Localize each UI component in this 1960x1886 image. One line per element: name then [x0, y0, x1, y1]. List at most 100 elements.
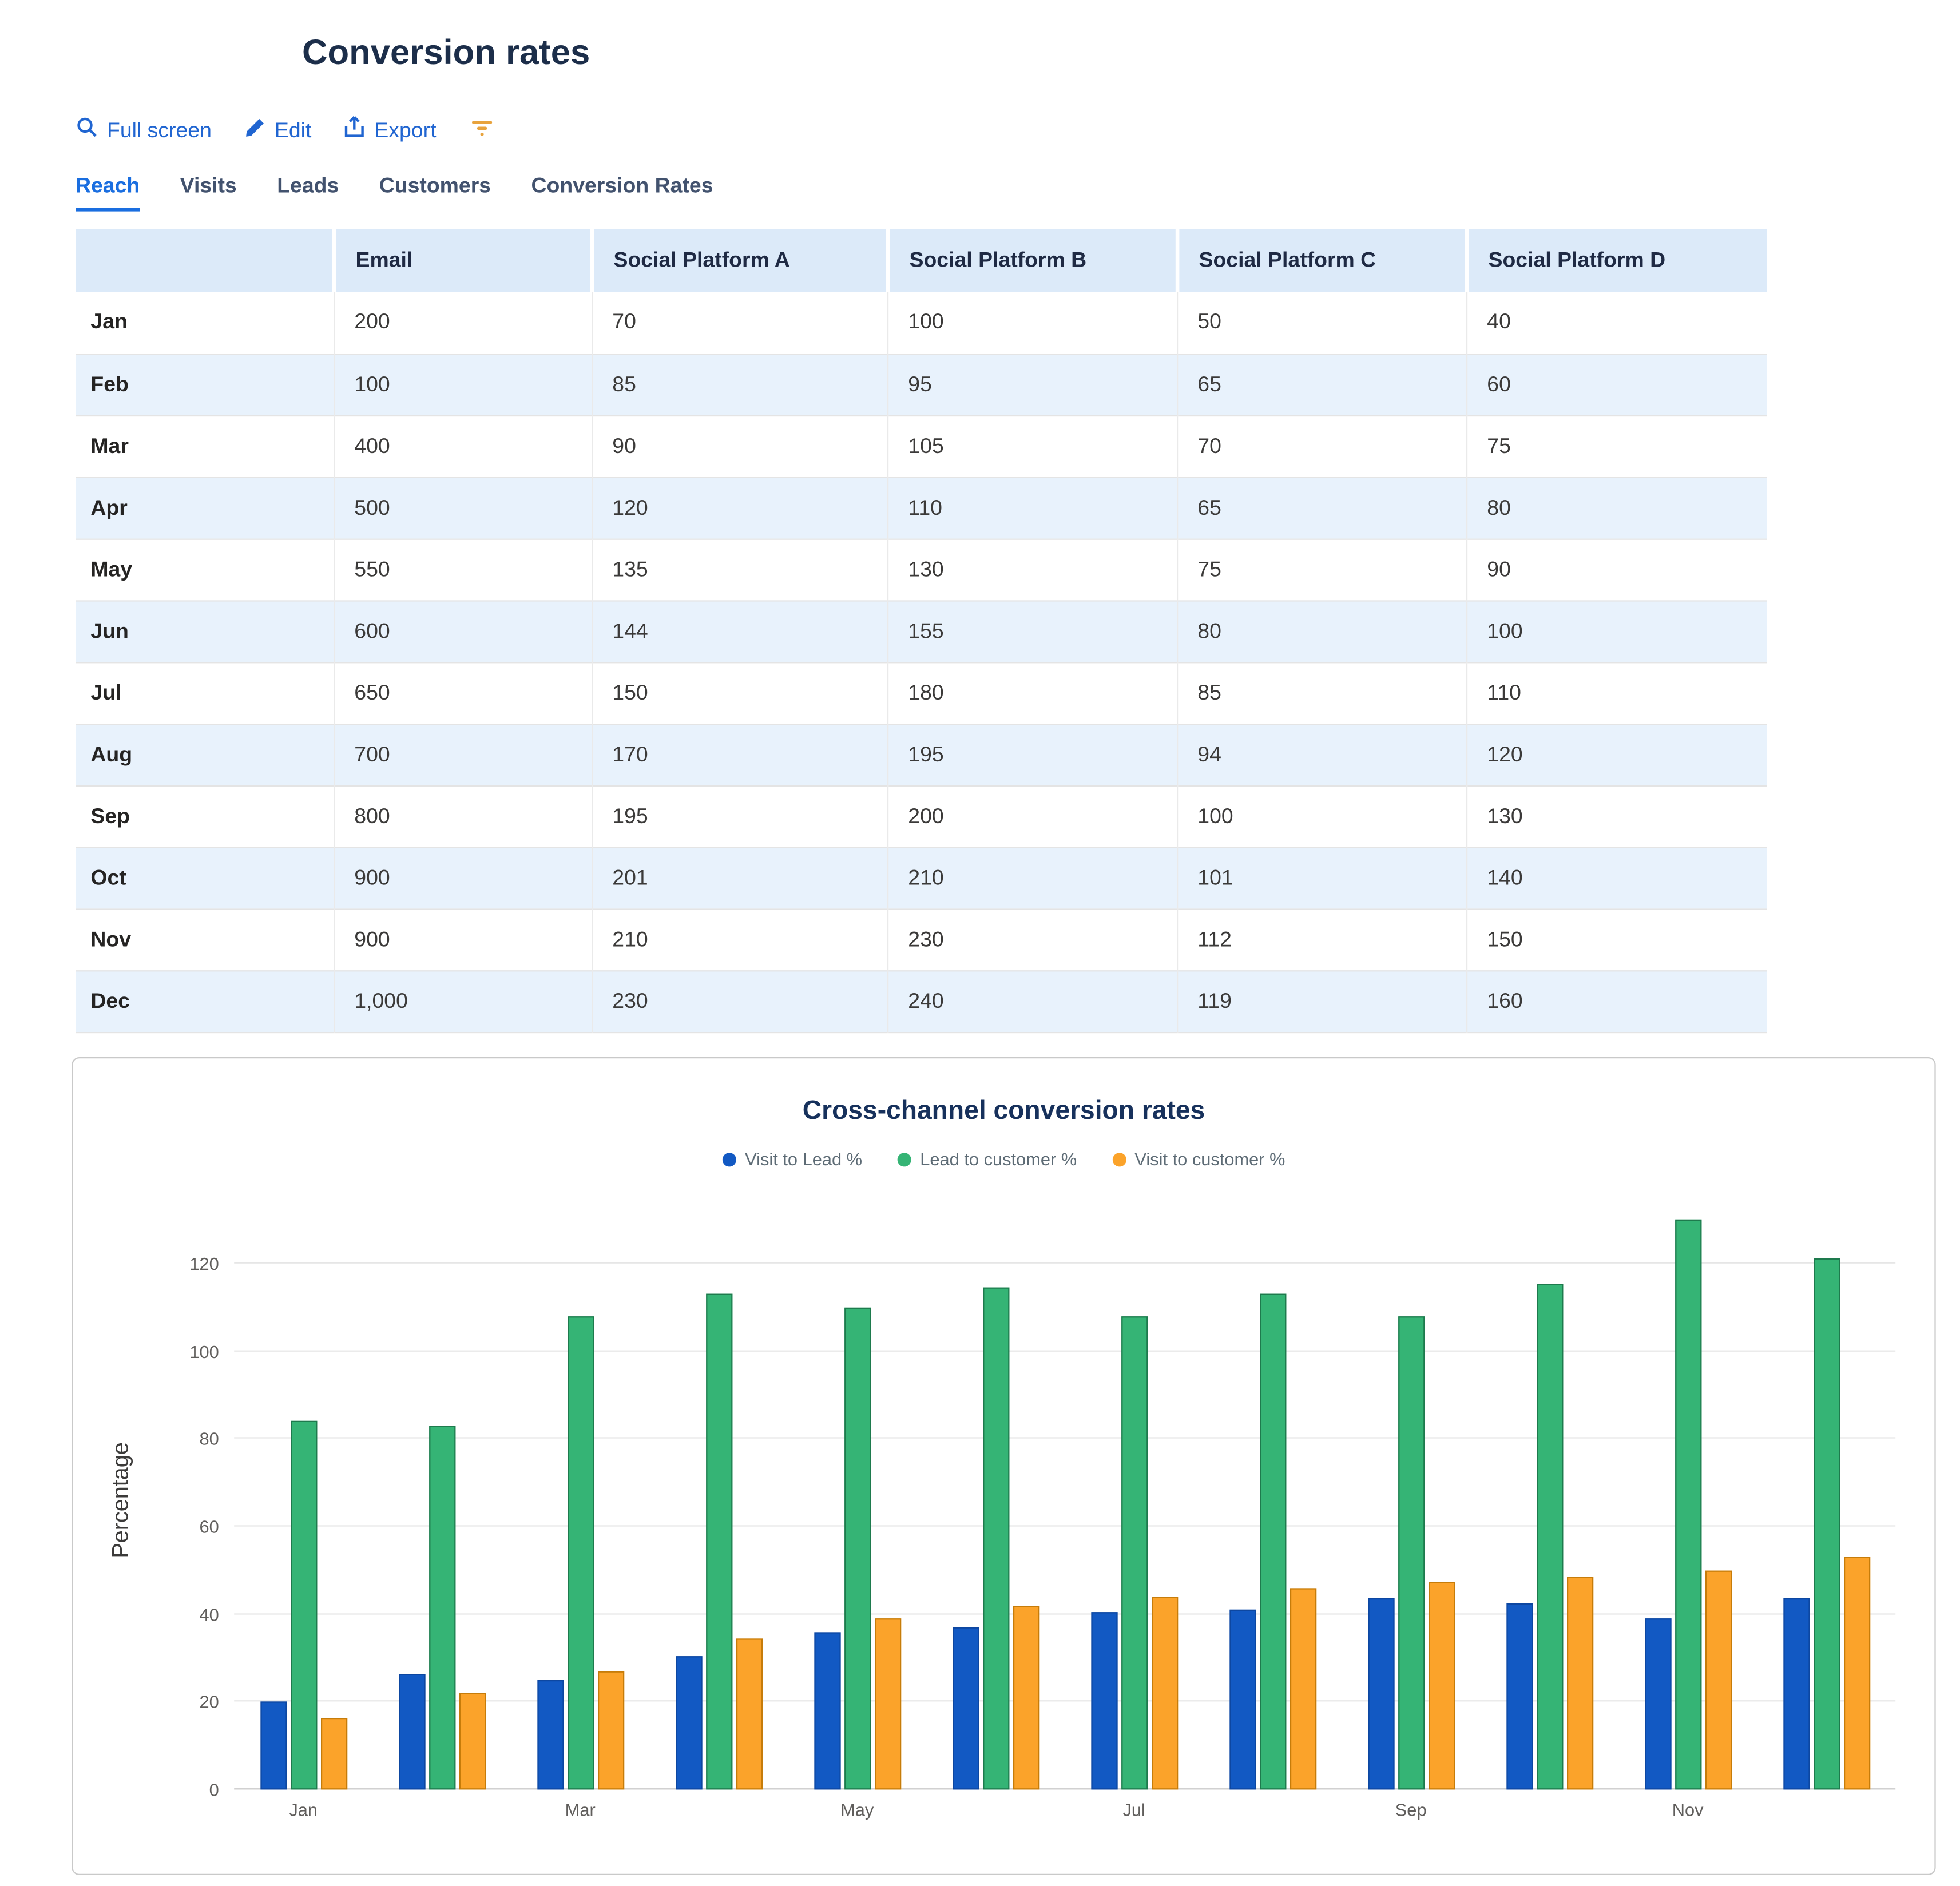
table-cell[interactable]: 210 — [887, 847, 1178, 909]
table-cell[interactable]: 119 — [1177, 970, 1467, 1032]
table-cell[interactable]: 155 — [887, 600, 1178, 662]
bar[interactable] — [537, 1679, 564, 1790]
table-cell[interactable]: 135 — [592, 538, 888, 601]
table-cell[interactable]: 101 — [1177, 847, 1467, 909]
table-cell[interactable]: 195 — [887, 724, 1178, 785]
bar[interactable] — [814, 1631, 840, 1790]
table-cell[interactable]: 550 — [334, 538, 593, 601]
table-cell[interactable]: 230 — [887, 908, 1178, 971]
filter-button[interactable] — [469, 118, 494, 143]
tab-reach[interactable]: Reach — [76, 174, 140, 212]
bar[interactable] — [675, 1655, 702, 1790]
bar[interactable] — [290, 1421, 317, 1790]
table-cell[interactable]: 800 — [334, 785, 593, 847]
legend-item[interactable]: Lead to customer % — [897, 1149, 1077, 1169]
bar[interactable] — [1121, 1316, 1148, 1790]
table-cell[interactable]: 112 — [1177, 908, 1467, 971]
table-cell[interactable]: 90 — [592, 415, 888, 477]
table-cell[interactable]: 120 — [1487, 741, 1523, 766]
bar[interactable] — [1150, 1597, 1178, 1790]
table-cell[interactable]: 80 — [1487, 495, 1511, 519]
bar[interactable] — [1289, 1587, 1316, 1790]
bar[interactable] — [952, 1627, 979, 1790]
table-cell[interactable]: 201 — [592, 847, 888, 909]
table-cell[interactable]: 180 — [887, 662, 1178, 724]
bar[interactable] — [1536, 1283, 1563, 1790]
table-cell[interactable]: 110 — [1487, 680, 1521, 704]
bar[interactable] — [1644, 1618, 1671, 1790]
bar[interactable] — [1675, 1219, 1701, 1790]
bar[interactable] — [458, 1693, 486, 1790]
bar[interactable] — [1704, 1570, 1732, 1790]
full-screen-button[interactable]: Full screen — [76, 116, 212, 145]
tab-leads[interactable]: Leads — [277, 173, 339, 198]
edit-button[interactable]: Edit — [244, 117, 311, 144]
table-cell[interactable]: 105 — [887, 415, 1178, 477]
table-cell[interactable]: 120 — [592, 477, 888, 539]
table-cell[interactable]: 90 — [1487, 557, 1511, 581]
table-cell[interactable]: 210 — [592, 908, 888, 971]
table-cell[interactable]: 40 — [1487, 309, 1511, 334]
table-cell[interactable]: 100 — [1177, 785, 1467, 847]
legend-item[interactable]: Visit to customer % — [1112, 1149, 1285, 1169]
tab-customers[interactable]: Customers — [379, 173, 491, 198]
bar[interactable] — [1506, 1603, 1533, 1790]
bar[interactable] — [320, 1717, 347, 1790]
bar[interactable] — [567, 1316, 594, 1790]
table-cell[interactable]: 1,000 — [334, 970, 593, 1032]
bar[interactable] — [597, 1671, 624, 1790]
legend-item[interactable]: Visit to Lead % — [722, 1149, 862, 1169]
table-cell[interactable]: 170 — [592, 724, 888, 785]
table-cell[interactable]: 130 — [887, 538, 1178, 601]
table-cell[interactable]: 95 — [887, 354, 1178, 415]
table-cell[interactable]: 110 — [887, 477, 1178, 539]
table-cell[interactable]: 100 — [334, 354, 593, 415]
table-cell[interactable]: 50 — [1177, 292, 1467, 354]
table-cell[interactable]: 200 — [334, 292, 593, 354]
table-cell[interactable]: 80 — [1177, 600, 1467, 662]
table-cell[interactable]: 195 — [592, 785, 888, 847]
bar[interactable] — [1367, 1598, 1394, 1790]
bar[interactable] — [428, 1426, 455, 1790]
bar[interactable] — [1229, 1610, 1256, 1790]
table-cell[interactable]: 650 — [334, 662, 593, 724]
bar[interactable] — [260, 1702, 287, 1790]
bar[interactable] — [1566, 1577, 1593, 1790]
table-cell[interactable]: 100 — [1487, 618, 1523, 643]
table-cell[interactable]: 230 — [592, 970, 888, 1032]
table-cell[interactable]: 100 — [887, 292, 1178, 354]
bar[interactable] — [705, 1294, 732, 1790]
table-cell[interactable]: 65 — [1177, 477, 1467, 539]
table-cell[interactable]: 140 — [1487, 865, 1523, 890]
bar[interactable] — [398, 1673, 425, 1790]
table-cell[interactable]: 75 — [1177, 538, 1467, 601]
table-cell[interactable]: 130 — [1487, 803, 1523, 828]
bar[interactable] — [844, 1307, 871, 1790]
bar[interactable] — [1427, 1581, 1455, 1790]
export-button[interactable]: Export — [344, 116, 436, 145]
table-cell[interactable]: 85 — [592, 354, 888, 415]
bar[interactable] — [1090, 1611, 1117, 1790]
bar[interactable] — [874, 1618, 901, 1790]
table-cell[interactable]: 94 — [1177, 724, 1467, 785]
bar[interactable] — [1813, 1258, 1840, 1790]
table-cell[interactable]: 85 — [1177, 662, 1467, 724]
table-cell[interactable]: 150 — [592, 662, 888, 724]
table-cell[interactable]: 600 — [334, 600, 593, 662]
table-cell[interactable]: 150 — [1487, 927, 1523, 951]
table-cell[interactable]: 70 — [1177, 415, 1467, 477]
table-cell[interactable]: 200 — [887, 785, 1178, 847]
table-cell[interactable]: 900 — [334, 908, 593, 971]
table-cell[interactable]: 75 — [1487, 433, 1511, 458]
bar[interactable] — [1783, 1598, 1810, 1790]
table-cell[interactable]: 144 — [592, 600, 888, 662]
table-cell[interactable]: 240 — [887, 970, 1178, 1032]
tab-conversion-rates[interactable]: Conversion Rates — [531, 173, 713, 198]
bar[interactable] — [1012, 1605, 1039, 1790]
table-cell[interactable]: 160 — [1487, 988, 1523, 1013]
bar[interactable] — [1398, 1316, 1425, 1790]
table-cell[interactable]: 500 — [334, 477, 593, 539]
bar[interactable] — [982, 1287, 1009, 1790]
table-cell[interactable]: 900 — [334, 847, 593, 909]
table-cell[interactable]: 70 — [592, 292, 888, 354]
